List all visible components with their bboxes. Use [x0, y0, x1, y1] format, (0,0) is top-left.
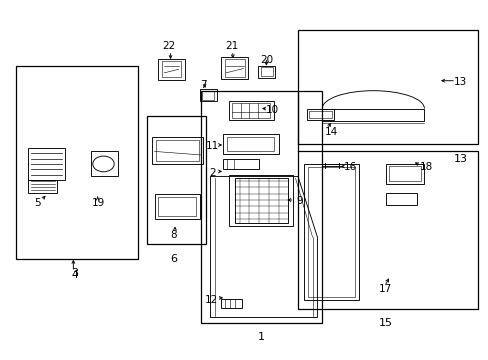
Bar	[303, 164, 358, 300]
Bar	[232, 103, 270, 118]
Bar	[222, 134, 278, 154]
Text: 21: 21	[225, 41, 239, 51]
Bar	[260, 67, 272, 76]
Text: 3: 3	[71, 268, 78, 278]
Bar	[200, 89, 216, 102]
Text: 22: 22	[162, 41, 175, 51]
Bar	[297, 152, 477, 309]
Text: 17: 17	[378, 284, 391, 294]
Bar	[258, 66, 275, 78]
Text: 20: 20	[259, 55, 272, 65]
Text: 11: 11	[206, 141, 219, 151]
Bar	[308, 111, 331, 118]
Bar	[227, 137, 273, 152]
Bar	[202, 91, 214, 100]
Text: 6: 6	[170, 253, 177, 264]
Bar	[388, 166, 420, 181]
Bar	[147, 116, 205, 244]
Text: 8: 8	[170, 230, 177, 240]
Text: 2: 2	[209, 168, 216, 178]
Text: 13: 13	[453, 154, 467, 163]
Text: 9: 9	[296, 197, 302, 206]
Bar	[201, 91, 322, 323]
Text: 1: 1	[258, 332, 264, 342]
Bar	[16, 66, 137, 258]
Text: 10: 10	[265, 105, 279, 115]
Bar	[221, 298, 242, 307]
Bar	[222, 159, 259, 169]
Bar	[152, 137, 203, 164]
Bar	[234, 178, 287, 223]
Text: 12: 12	[204, 295, 218, 305]
Text: 13: 13	[453, 77, 467, 87]
Bar	[297, 30, 477, 144]
Text: 16: 16	[343, 162, 356, 172]
Bar	[91, 152, 118, 176]
Bar	[307, 167, 354, 297]
Text: 7: 7	[200, 80, 206, 90]
Bar	[228, 175, 292, 226]
Bar	[158, 59, 185, 80]
Bar	[224, 59, 244, 77]
Text: 15: 15	[378, 318, 392, 328]
Text: 18: 18	[419, 162, 432, 172]
Bar	[228, 102, 273, 120]
Bar	[158, 197, 196, 216]
Bar	[221, 57, 248, 79]
Bar	[385, 164, 424, 184]
Bar	[162, 61, 181, 77]
Bar	[154, 194, 200, 219]
Text: 4: 4	[71, 270, 78, 280]
Text: 14: 14	[324, 127, 337, 137]
Bar	[156, 140, 199, 161]
Text: 5: 5	[35, 198, 41, 208]
Bar	[306, 109, 334, 120]
Text: 19: 19	[92, 198, 105, 208]
